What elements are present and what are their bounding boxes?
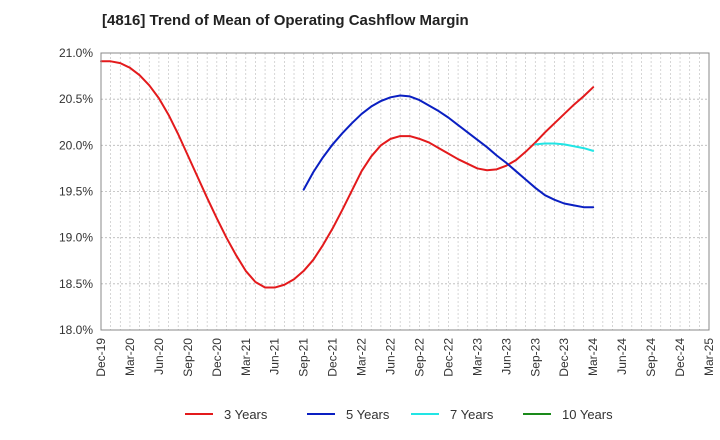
chart-title: [4816] Trend of Mean of Operating Cashfl…: [102, 12, 469, 29]
x-tick-label: Jun-22: [384, 338, 398, 375]
grid-lines: [100, 52, 710, 331]
x-tick-label: Dec-24: [673, 338, 687, 377]
legend: 3 Years 5 Years 7 Years 10 Years: [185, 407, 613, 422]
x-tick-label: Jun-21: [268, 338, 282, 375]
y-tick-label: 18.5%: [59, 277, 93, 291]
x-tick-label: Sep-20: [181, 338, 195, 377]
series-line-7-years: [534, 142, 595, 152]
x-tick-label: Sep-22: [412, 338, 426, 377]
x-tick-label: Jun-20: [152, 338, 166, 375]
plot-border: [100, 52, 710, 331]
series-line-5-years: [302, 94, 595, 209]
x-tick-label: Sep-23: [528, 338, 542, 377]
y-tick-label: 21.0%: [59, 46, 93, 60]
x-tick-label: Mar-25: [702, 338, 716, 376]
x-tick-label: Dec-19: [94, 338, 108, 377]
legend-label: 5 Years: [346, 407, 390, 422]
x-tick-label: Mar-24: [586, 338, 600, 376]
y-axis-ticks: 18.0% 18.5% 19.0% 19.5% 20.0% 20.5% 21.0%: [59, 46, 93, 337]
x-tick-label: Dec-23: [557, 338, 571, 377]
x-tick-label: Dec-22: [441, 338, 455, 377]
legend-label: 7 Years: [450, 407, 494, 422]
x-tick-label: Sep-24: [644, 338, 658, 377]
x-tick-label: Jun-24: [615, 338, 629, 375]
y-tick-label: 20.5%: [59, 92, 93, 106]
x-tick-label: Mar-21: [239, 338, 253, 376]
y-tick-label: 19.0%: [59, 231, 93, 245]
legend-label: 3 Years: [224, 407, 268, 422]
legend-label: 10 Years: [562, 407, 613, 422]
x-tick-label: Dec-21: [326, 338, 340, 377]
x-tick-label: Mar-20: [123, 338, 137, 376]
series-line-3-years: [100, 60, 595, 289]
x-tick-label: Dec-20: [210, 338, 224, 377]
y-tick-label: 18.0%: [59, 323, 93, 337]
plot-frame: [100, 52, 710, 331]
x-tick-label: Mar-23: [470, 338, 484, 376]
y-tick-label: 20.0%: [59, 138, 93, 152]
series-lines: [100, 60, 595, 289]
y-tick-label: 19.5%: [59, 185, 93, 199]
x-axis-ticks: Dec-19 Mar-20 Jun-20 Sep-20 Dec-20 Mar-21 Jun-…: [94, 338, 716, 377]
x-tick-label: Mar-22: [355, 338, 369, 376]
x-tick-label: Sep-21: [297, 338, 311, 377]
x-tick-label: Jun-23: [499, 338, 513, 375]
